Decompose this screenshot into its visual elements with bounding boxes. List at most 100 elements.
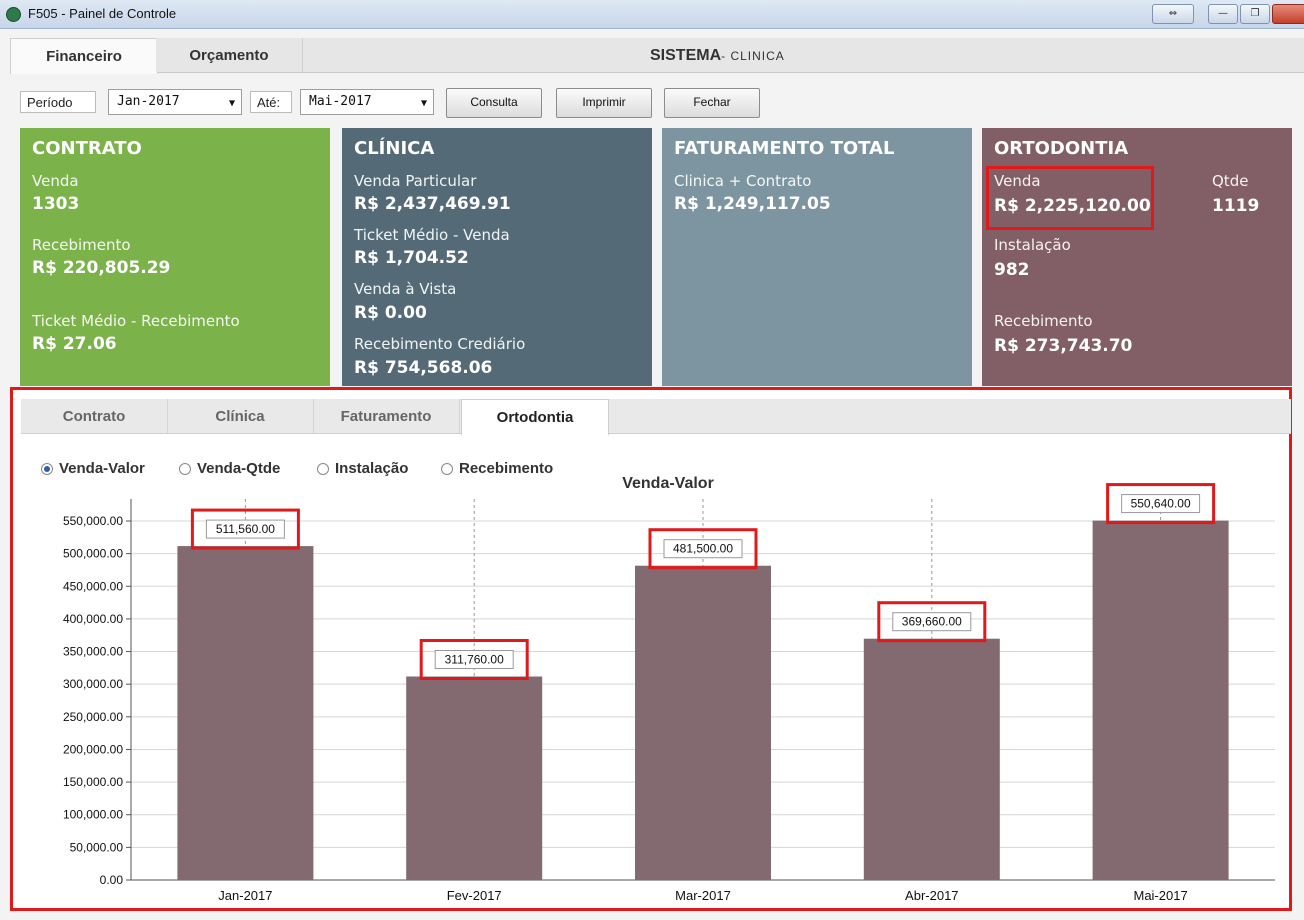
card-contrato: CONTRATO Venda 1303 Recebimento R$ 220,8…	[20, 128, 330, 386]
imprimir-button[interactable]: Imprimir	[556, 88, 652, 118]
bar	[1092, 520, 1229, 880]
bar-chart: Venda-Valor 0.00 50,000.00 100,000.00 150,0…	[63, 475, 1275, 903]
venda-particular-value: R$ 2,437,469.91	[354, 194, 511, 214]
faturamento-value: R$ 1,249,117.05	[674, 194, 831, 214]
bar	[406, 676, 543, 880]
crediario-label: Recebimento Crediário	[354, 335, 526, 353]
system-name: SISTEMA	[650, 47, 722, 64]
card-title: CONTRATO	[32, 138, 142, 159]
to-label: Até:	[250, 91, 292, 113]
maximize-button[interactable]: ❐	[1240, 4, 1270, 24]
x-tick-label: Mai-2017	[1133, 888, 1187, 903]
highlight-box	[986, 166, 1154, 230]
y-tick-label: 550,000.00	[63, 514, 123, 528]
data-label: 369,660.00	[902, 615, 962, 629]
radio-label: Recebimento	[459, 460, 554, 477]
data-label: 311,760.00	[445, 653, 504, 667]
resize-icon[interactable]: ⇔	[1152, 4, 1194, 24]
data-label-box	[434, 650, 514, 670]
card-title: ORTODONTIA	[994, 138, 1129, 159]
radio-selected-icon	[41, 462, 53, 475]
consulta-button[interactable]: Consulta	[446, 88, 542, 118]
y-tick-label: 0.00	[100, 873, 124, 887]
venda-value: 1303	[32, 194, 80, 214]
radio-label: Venda-Qtde	[197, 460, 281, 477]
y-tick-label: 450,000.00	[63, 579, 123, 593]
faturamento-label: Clinica + Contrato	[674, 172, 812, 190]
card-ortodontia: ORTODONTIA Venda R$ 2,225,120.00 Qtde 11…	[982, 128, 1292, 386]
venda-vista-value: R$ 0.00	[354, 303, 427, 323]
data-label: 550,640.00	[1131, 497, 1191, 511]
card-clinica: CLÍNICA Venda Particular R$ 2,437,469.91…	[342, 128, 652, 386]
bar	[177, 546, 314, 880]
highlight-box	[419, 639, 529, 681]
radio-label: Venda-Valor	[59, 460, 145, 477]
ticket-label: Ticket Médio - Recebimento	[32, 312, 240, 330]
tab-financeiro[interactable]: Financeiro	[10, 38, 158, 74]
x-tick-label: Abr-2017	[905, 888, 958, 903]
y-tick-label: 400,000.00	[63, 612, 123, 626]
recebimento-value: R$ 273,743.70	[994, 336, 1133, 356]
ticket-value: R$ 27.06	[32, 334, 117, 354]
bar	[863, 638, 1000, 880]
y-tick-label: 250,000.00	[63, 710, 123, 724]
y-tick-label: 350,000.00	[63, 645, 123, 659]
y-tick-label: 100,000.00	[63, 808, 123, 822]
qtde-value: 1119	[1212, 196, 1260, 216]
highlight-box	[877, 601, 987, 643]
instalacao-value: 982	[994, 260, 1030, 280]
radio-venda-qtde[interactable]: Venda-Qtde	[179, 460, 280, 477]
data-label-box	[205, 519, 285, 539]
ticket-label: Ticket Médio - Venda	[354, 226, 510, 244]
chevron-down-icon: ▼	[228, 98, 235, 109]
card-title: CLÍNICA	[354, 138, 435, 159]
bar	[635, 565, 771, 880]
radio-venda-valor[interactable]: Venda-Valor	[41, 460, 145, 477]
period-to-select[interactable]: Mai-2017 ▼	[300, 89, 434, 115]
title-bar: F505 - Painel de Controle ⇔ — ❐	[0, 0, 1304, 29]
data-label: 481,500.00	[673, 542, 733, 556]
minimize-button[interactable]: —	[1208, 4, 1238, 24]
recebimento-label: Recebimento	[994, 312, 1093, 330]
tab-faturamento[interactable]: Faturamento	[313, 399, 460, 433]
data-label-box	[892, 612, 972, 632]
tab-orcamento[interactable]: Orçamento	[156, 38, 303, 72]
y-tick-label: 300,000.00	[63, 677, 123, 691]
recebimento-value: R$ 220,805.29	[32, 258, 171, 278]
chart-title: Venda-Valor	[622, 475, 714, 492]
radio-instalacao[interactable]: Instalação	[317, 460, 408, 477]
crediario-value: R$ 754,568.06	[354, 358, 493, 378]
window-title: F505 - Painel de Controle	[28, 6, 177, 21]
highlight-box	[1106, 483, 1216, 525]
tab-contrato[interactable]: Contrato	[21, 399, 168, 433]
tab-ortodontia[interactable]: Ortodontia	[461, 399, 609, 435]
ticket-value: R$ 1,704.52	[354, 248, 469, 268]
fechar-button[interactable]: Fechar	[664, 88, 760, 118]
radio-unselected-icon	[317, 462, 329, 475]
main-tabs: Financeiro Orçamento SISTEMA- CLINICA	[10, 38, 1304, 74]
y-tick-label: 50,000.00	[70, 840, 124, 854]
data-label-box	[663, 539, 743, 559]
tab-clinica[interactable]: Clínica	[167, 399, 314, 433]
data-label-box	[1121, 494, 1201, 514]
system-title: SISTEMA- CLINICA	[650, 47, 785, 65]
close-button[interactable]	[1272, 4, 1304, 24]
y-tick-label: 200,000.00	[63, 742, 123, 756]
venda-vista-label: Venda à Vista	[354, 280, 457, 298]
y-tick-label: 150,000.00	[63, 775, 123, 789]
data-label: 511,560.00	[216, 522, 275, 536]
venda-value: R$ 2,225,120.00	[994, 196, 1151, 216]
radio-unselected-icon	[441, 462, 453, 475]
period-from-select[interactable]: Jan-2017 ▼	[108, 89, 242, 115]
system-subtitle: - CLINICA	[721, 49, 785, 63]
x-tick-label: Fev-2017	[447, 888, 502, 903]
radio-label: Instalação	[335, 460, 409, 477]
radio-recebimento[interactable]: Recebimento	[441, 460, 553, 477]
chevron-down-icon: ▼	[420, 98, 427, 109]
venda-label: Venda	[994, 172, 1041, 190]
y-tick-label: 500,000.00	[63, 547, 123, 561]
highlight-box	[648, 528, 758, 570]
venda-label: Venda	[32, 172, 79, 190]
highlight-box	[190, 508, 300, 550]
period-label: Período	[20, 91, 96, 113]
